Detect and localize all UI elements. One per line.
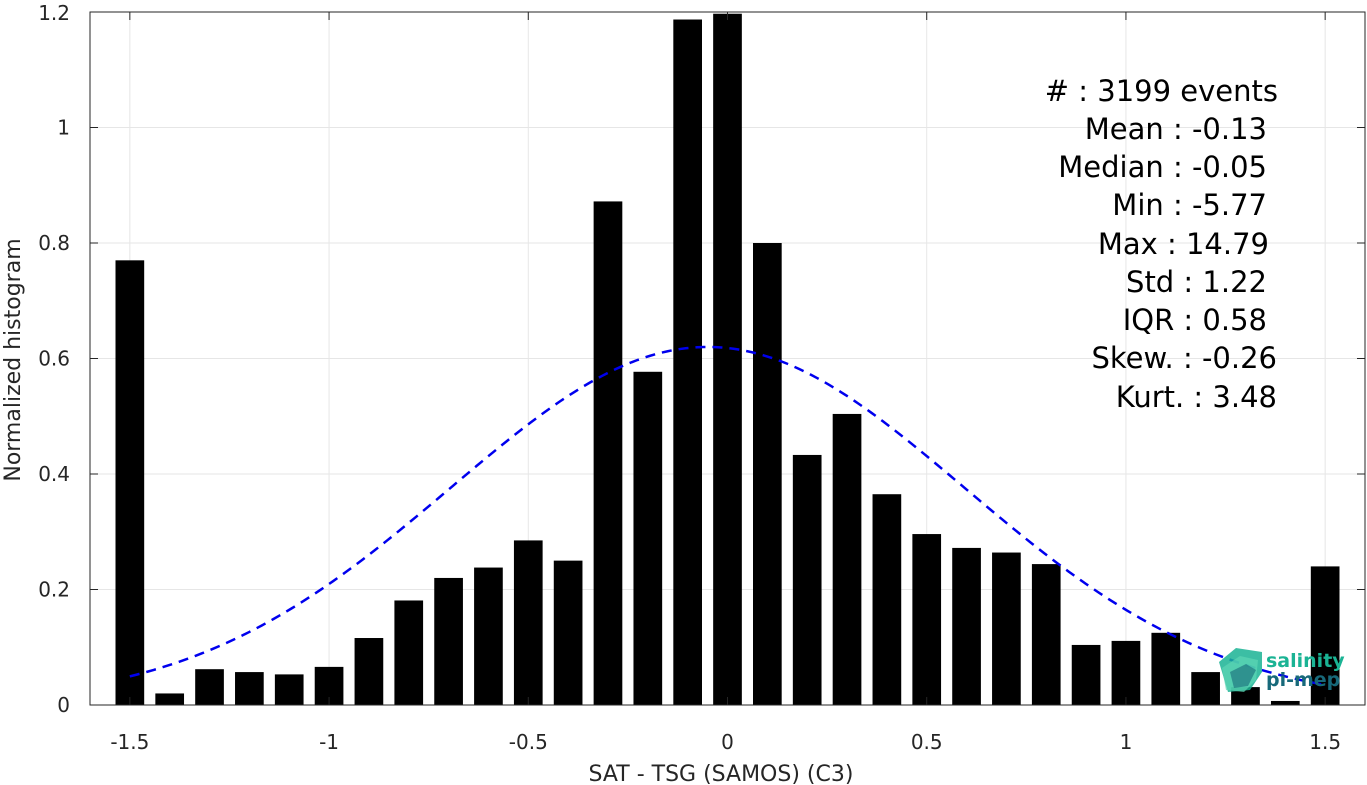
histogram-bar: [195, 669, 224, 705]
histogram-bar: [434, 577, 463, 705]
x-tick-label: -0.5: [509, 730, 548, 754]
x-tick-label: -1: [319, 730, 339, 754]
histogram-bar: [952, 547, 981, 705]
histogram-bar: [513, 540, 543, 705]
x-tick-label: 0.5: [911, 730, 943, 754]
bars: [115, 13, 1340, 706]
x-tick-label: 0: [721, 730, 734, 754]
y-axis-label: Normalized histogram: [1, 238, 26, 481]
wave-icon: [1219, 648, 1262, 692]
stat-max: Max : 14.79: [1098, 227, 1269, 261]
logo-line1: salinity: [1266, 650, 1345, 672]
histogram-bar: [235, 672, 264, 705]
histogram-bar: [474, 567, 503, 705]
histogram-bar: [354, 638, 384, 705]
y-tick-labels: 0 0.2 0.4 0.6 0.8 1 1.2: [38, 1, 70, 717]
y-tick-label: 0.6: [38, 347, 70, 371]
y-tick-label: 0.4: [38, 462, 70, 486]
histogram-bar: [633, 371, 663, 705]
histogram-bar: [155, 693, 185, 705]
salinity-pimep-logo: salinity pi-mep: [1219, 648, 1345, 692]
histogram-bar: [992, 552, 1021, 705]
logo-line2: pi-mep: [1266, 669, 1340, 691]
y-tick-label: 1.2: [38, 1, 70, 25]
histogram-bar: [753, 243, 782, 705]
histogram-bar: [1231, 687, 1260, 705]
x-tick-labels: -1.5 -1 -0.5 0 0.5 1 1.5: [110, 730, 1341, 754]
y-tick-label: 0.8: [38, 231, 70, 255]
histogram-bar: [912, 534, 942, 705]
histogram-bar: [1151, 632, 1181, 705]
stat-iqr: IQR : 0.58: [1123, 303, 1267, 337]
x-tick-label: 1.5: [1309, 730, 1341, 754]
histogram-bar: [1310, 566, 1340, 705]
stat-min: Min : -5.77: [1112, 188, 1267, 222]
histogram-bar: [1191, 672, 1220, 705]
y-tick-label: 0.2: [38, 578, 70, 602]
histogram-bar: [792, 454, 822, 705]
histogram-bar: [713, 13, 742, 706]
histogram-bar: [1031, 564, 1061, 705]
stat-median: Median : -0.05: [1058, 150, 1267, 184]
histogram-bar: [115, 260, 145, 705]
x-axis-label: SAT - TSG (SAMOS) (C3): [589, 762, 854, 785]
histogram-bar: [673, 19, 702, 705]
x-tick-label: 1: [1120, 730, 1133, 754]
histogram-bar: [832, 413, 862, 705]
stat-std: Std : 1.22: [1126, 265, 1267, 299]
x-tick-label: -1.5: [110, 730, 149, 754]
histogram-bar: [593, 201, 623, 706]
histogram-bar: [274, 674, 304, 705]
histogram-bar: [1270, 700, 1300, 705]
stat-mean: Mean : -0.13: [1085, 112, 1267, 146]
histogram-bar: [1071, 644, 1101, 705]
stat-events: # : 3199 events: [1045, 74, 1278, 108]
histogram-bar: [1111, 640, 1141, 705]
fit-curve: [129, 345, 1326, 687]
histogram-bar: [872, 494, 902, 705]
stat-skew: Skew. : -0.26: [1091, 341, 1277, 375]
y-tick-label: 1: [57, 116, 70, 140]
stats-box: # : 3199 events Mean : -0.13 Median : -0…: [1045, 74, 1278, 414]
y-tick-label: 0: [57, 693, 70, 717]
axes-frame: [89, 11, 1366, 706]
histogram-bar: [394, 600, 424, 705]
stat-kurt: Kurt. : 3.48: [1116, 380, 1277, 414]
histogram-bar: [553, 560, 583, 705]
